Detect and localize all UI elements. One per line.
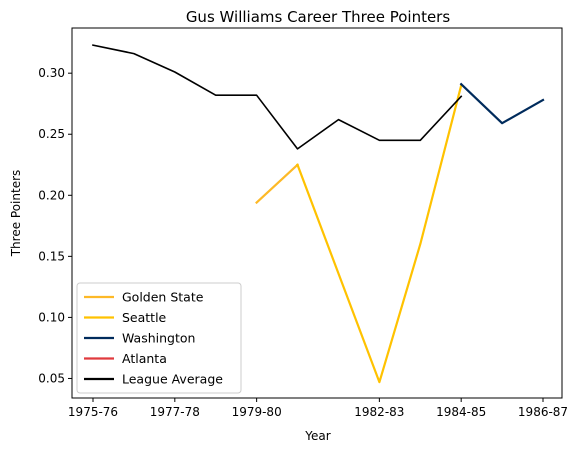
x-tick-label: 1977-78	[150, 405, 200, 419]
legend-label: Atlanta	[122, 351, 167, 366]
legend-label: League Average	[122, 372, 223, 387]
y-tick-label: 0.30	[38, 66, 65, 80]
legend-frame	[76, 282, 242, 394]
y-axis-label: Three Pointers	[9, 170, 23, 258]
x-tick-label: 1979-80	[232, 405, 282, 419]
x-tick-label: 1984-85	[436, 405, 486, 419]
x-axis-label: Year	[304, 429, 330, 443]
x-axis: 1975-76 1977-78 1979-80 1982-83 1984-85 1986-…	[68, 398, 568, 419]
legend-label: Seattle	[122, 310, 167, 325]
series-layer	[92, 44, 545, 384]
x-tick-label: 1975-76	[68, 405, 118, 419]
x-tick-label: 1986-87	[518, 405, 568, 419]
legend-label: Golden State	[122, 290, 204, 305]
y-axis: 0.05 0.10 0.15 0.20 0.25 0.30	[38, 66, 72, 385]
series-line-golden-state	[255, 163, 300, 205]
y-tick-label: 0.25	[38, 127, 65, 141]
legend: Golden State Seattle Washington Atlanta Leag…	[76, 282, 242, 394]
x-tick-label: 1982-83	[354, 405, 404, 419]
chart-title: Gus Williams Career Three Pointers	[186, 8, 451, 26]
y-tick-label: 0.15	[38, 249, 65, 263]
legend-label: Washington	[122, 331, 195, 346]
series-line-league-average	[92, 44, 463, 150]
series-line-seattle	[296, 84, 463, 384]
y-tick-label: 0.10	[38, 310, 65, 324]
y-tick-label: 0.05	[38, 371, 65, 385]
y-tick-label: 0.20	[38, 188, 65, 202]
series-line-washington	[459, 82, 545, 125]
plot-area	[71, 27, 563, 399]
